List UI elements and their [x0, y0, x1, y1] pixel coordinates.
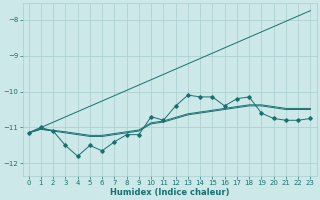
- X-axis label: Humidex (Indice chaleur): Humidex (Indice chaleur): [110, 188, 229, 197]
